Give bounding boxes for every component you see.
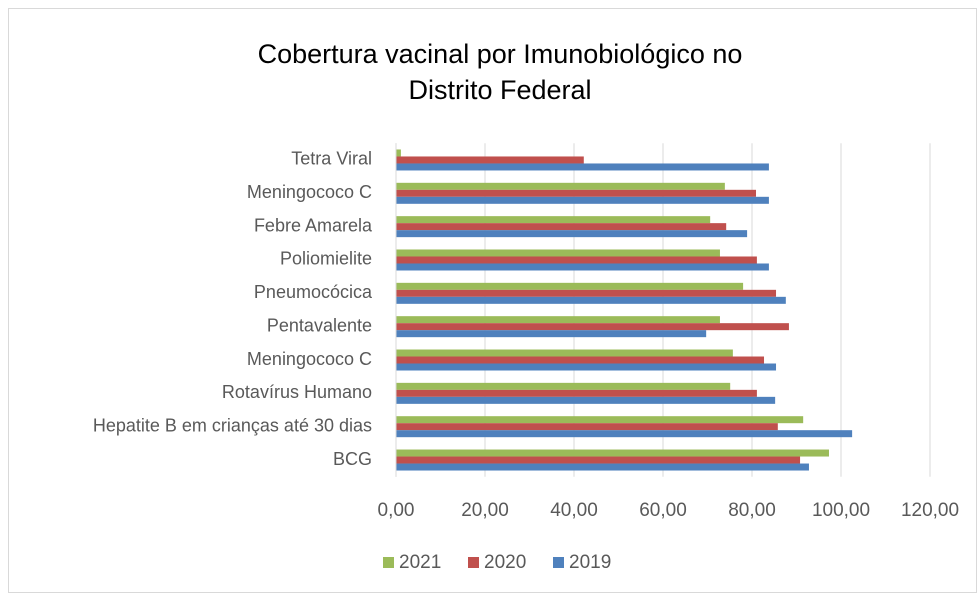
x-tick-label: 80,00 — [728, 500, 776, 521]
chart-title: Cobertura vacinal por Imunobiológico no — [258, 39, 743, 69]
bar — [396, 423, 778, 431]
bar — [396, 223, 727, 231]
y-tick-label: Febre Amarela — [254, 215, 373, 235]
bar — [396, 156, 584, 164]
bar — [396, 463, 809, 471]
x-tick-label: 40,00 — [550, 500, 598, 521]
x-tick-label: 20,00 — [461, 500, 509, 521]
bar — [396, 289, 777, 297]
y-tick-label: Pentavalente — [267, 315, 372, 335]
legend-label: 2019 — [569, 552, 611, 573]
bar — [396, 196, 769, 204]
bar — [396, 316, 720, 324]
x-tick-label: 120,00 — [901, 500, 959, 521]
bar — [396, 249, 720, 257]
bar — [396, 396, 776, 404]
bar — [396, 449, 829, 457]
bar — [396, 356, 765, 364]
chart-title: Distrito Federal — [408, 75, 591, 105]
bar — [396, 382, 731, 390]
x-tick-label: 0,00 — [378, 500, 415, 521]
legend-label: 2020 — [484, 552, 526, 573]
y-tick-label: Pneumocócica — [254, 282, 373, 302]
y-tick-label: Poliomielite — [280, 249, 372, 269]
bar — [396, 256, 757, 264]
legend-swatch — [468, 557, 479, 568]
y-tick-label: Hepatite B em crianças até 30 dias — [93, 415, 372, 435]
bar — [396, 216, 711, 224]
y-tick-label: Tetra Viral — [291, 149, 372, 169]
y-tick-label: Rotavírus Humano — [222, 382, 372, 402]
bar — [396, 416, 804, 424]
bar — [396, 430, 853, 438]
bar — [396, 363, 777, 371]
bar — [396, 230, 748, 238]
legend-swatch — [383, 557, 394, 568]
bar — [396, 149, 401, 157]
x-tick-label: 100,00 — [812, 500, 870, 521]
y-tick-label: Meningococo C — [247, 349, 372, 369]
legend-label: 2021 — [399, 552, 441, 573]
bar — [396, 182, 725, 190]
legend-swatch — [553, 557, 564, 568]
bar — [396, 330, 707, 338]
bar — [396, 389, 757, 397]
bar — [396, 349, 733, 357]
bar — [396, 296, 786, 304]
bar — [396, 323, 789, 331]
bar — [396, 456, 801, 464]
bar — [396, 263, 769, 271]
y-tick-label: Meningococo C — [247, 182, 372, 202]
y-tick-label: BCG — [333, 449, 372, 469]
bar — [396, 163, 769, 171]
bar — [396, 189, 757, 197]
x-tick-label: 60,00 — [639, 500, 687, 521]
bar — [396, 282, 744, 290]
